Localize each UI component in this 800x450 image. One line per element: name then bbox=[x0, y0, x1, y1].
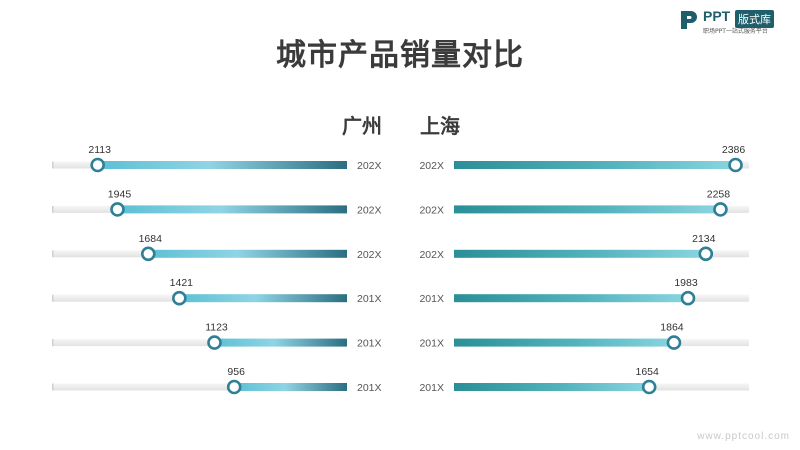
value-label-guangzhou: 1421 bbox=[170, 277, 194, 289]
logo-icon bbox=[681, 11, 697, 29]
value-label-shanghai: 2134 bbox=[692, 233, 716, 245]
logo-subtitle: 职场PPT一站式服务平台 bbox=[703, 28, 768, 35]
bar-guangzhou bbox=[179, 294, 347, 303]
track-left-cap bbox=[52, 383, 54, 391]
chart-title: 城市产品销量对比 bbox=[276, 39, 524, 72]
series-label-shanghai: 上海 bbox=[420, 114, 460, 138]
bar-guangzhou bbox=[214, 338, 347, 347]
value-label-shanghai: 2258 bbox=[707, 188, 731, 200]
category-label-left: 201X bbox=[357, 338, 382, 350]
brand-logo[interactable]: PPT 版式库 职场PPT一站式服务平台 bbox=[679, 8, 794, 35]
track-left bbox=[52, 339, 347, 347]
value-label-guangzhou: 1684 bbox=[139, 233, 163, 245]
track-left-cap bbox=[52, 161, 54, 169]
bar-shanghai bbox=[454, 205, 721, 214]
bar-guangzhou bbox=[117, 205, 348, 214]
logo-badge: 版式库 bbox=[735, 10, 774, 28]
category-label-right: 201X bbox=[419, 293, 444, 305]
marker-shanghai bbox=[666, 335, 682, 350]
bar-shanghai bbox=[454, 161, 736, 169]
category-label-left: 202X bbox=[357, 249, 382, 261]
marker-shanghai bbox=[728, 157, 743, 173]
marker-shanghai bbox=[680, 290, 696, 306]
marker-guangzhou bbox=[90, 157, 105, 173]
value-label-guangzhou: 1123 bbox=[205, 322, 228, 334]
bar-shanghai bbox=[454, 338, 674, 347]
bar-guangzhou bbox=[148, 249, 347, 258]
bar-shanghai bbox=[454, 294, 688, 303]
value-label-guangzhou: 1945 bbox=[108, 188, 132, 200]
marker-guangzhou bbox=[226, 379, 242, 395]
bar-shanghai bbox=[454, 249, 706, 258]
bar-guangzhou bbox=[234, 383, 347, 391]
track-left bbox=[52, 383, 347, 391]
category-label-right: 202X bbox=[419, 160, 444, 172]
category-label-left: 202X bbox=[357, 160, 382, 172]
category-label-right: 201X bbox=[419, 338, 444, 350]
category-label-right: 202X bbox=[419, 204, 444, 216]
category-label-right: 201X bbox=[419, 382, 444, 394]
value-label-shanghai: 1864 bbox=[660, 322, 684, 334]
series-label-guangzhou: 广州 bbox=[342, 114, 382, 138]
marker-guangzhou bbox=[140, 246, 156, 262]
category-label-left: 201X bbox=[357, 382, 382, 394]
value-label-shanghai: 1654 bbox=[635, 366, 659, 378]
value-label-guangzhou: 956 bbox=[227, 366, 245, 378]
marker-shanghai bbox=[641, 379, 657, 395]
track-left-cap bbox=[52, 250, 54, 258]
track-left-cap bbox=[52, 205, 54, 213]
marker-guangzhou bbox=[172, 290, 187, 306]
track-left-cap bbox=[52, 339, 54, 347]
value-label-shanghai: 2386 bbox=[722, 144, 746, 156]
bar-guangzhou bbox=[97, 161, 347, 169]
value-label-guangzhou: 2113 bbox=[88, 144, 111, 156]
watermark: www.pptcool.com bbox=[697, 431, 790, 442]
marker-guangzhou bbox=[207, 335, 222, 350]
bar-shanghai bbox=[454, 383, 650, 391]
category-label-right: 202X bbox=[419, 249, 444, 261]
track-left-cap bbox=[52, 294, 54, 302]
value-label-shanghai: 1983 bbox=[674, 277, 698, 289]
category-label-left: 202X bbox=[357, 204, 382, 216]
marker-shanghai bbox=[713, 202, 728, 217]
category-label-left: 201X bbox=[357, 293, 382, 305]
marker-shanghai bbox=[698, 246, 714, 262]
marker-guangzhou bbox=[110, 202, 125, 217]
logo-brand: PPT bbox=[703, 8, 731, 24]
